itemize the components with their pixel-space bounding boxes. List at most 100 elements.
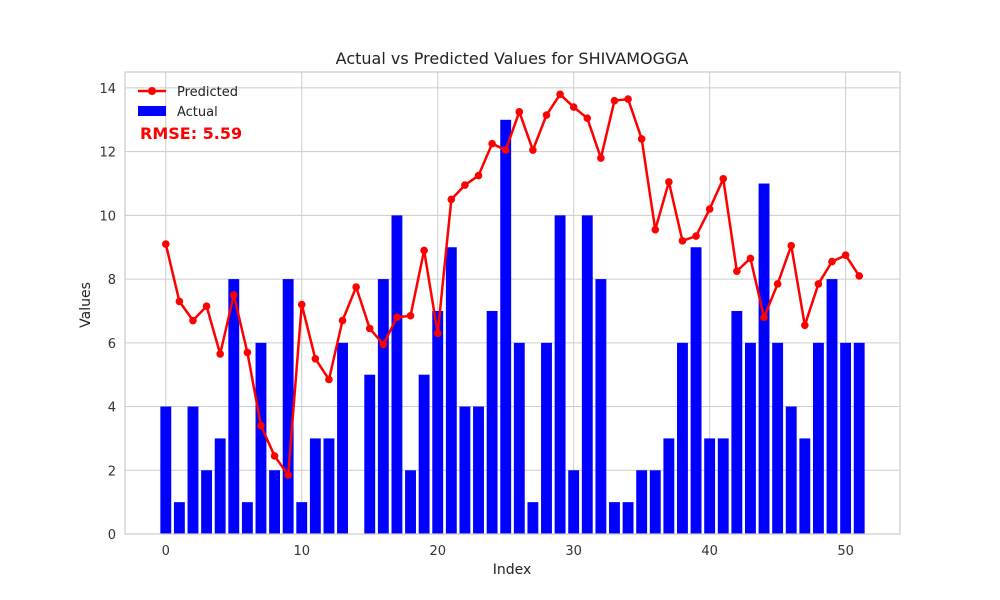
predicted-point (474, 171, 483, 180)
predicted-point (583, 114, 592, 122)
predicted-point (297, 300, 306, 309)
predicted-point (705, 205, 714, 213)
actual-bar (568, 470, 580, 534)
actual-bar (405, 470, 416, 534)
predicted-point (175, 297, 184, 306)
predicted-point (855, 272, 864, 280)
predicted-point (692, 232, 700, 240)
predicted-point (801, 321, 809, 330)
chart-title: Actual vs Predicted Values for SHIVAMOGG… (336, 49, 689, 68)
predicted-point (420, 246, 428, 255)
predicted-point (189, 316, 197, 325)
actual-bar (486, 310, 498, 534)
actual-bar (377, 279, 389, 534)
actual-bar (432, 310, 444, 534)
actual-bar (853, 342, 865, 534)
actual-bar (473, 406, 484, 534)
y-tick-label: 14 (99, 82, 116, 97)
actual-bar (541, 342, 552, 534)
x-tick-label: 10 (293, 544, 310, 559)
actual-bar (840, 342, 852, 534)
y-tick-label: 8 (108, 273, 116, 288)
predicted-point (773, 280, 782, 288)
actual-bar (187, 406, 199, 534)
actual-bar (527, 502, 539, 534)
x-tick-label: 50 (837, 544, 854, 559)
actual-bar (677, 342, 688, 534)
actual-bar (296, 502, 308, 534)
actual-bar (785, 406, 797, 534)
actual-bar (595, 279, 607, 534)
legend-actual-swatch (138, 106, 166, 116)
actual-bar (649, 470, 661, 534)
predicted-point (311, 354, 320, 363)
predicted-point (216, 350, 224, 358)
actual-bar (323, 438, 335, 534)
predicted-point (651, 225, 660, 234)
predicted-point (828, 257, 836, 266)
actual-bar (581, 215, 593, 534)
predicted-point (270, 452, 279, 460)
actual-bar (622, 502, 634, 534)
actual-bar (663, 438, 675, 534)
actual-bar (459, 406, 471, 534)
predicted-point (841, 251, 850, 260)
predicted-point (433, 329, 442, 338)
actual-bar (500, 119, 512, 535)
predicted-point (284, 471, 292, 479)
predicted-point (746, 254, 755, 263)
actual-bar (445, 247, 457, 534)
predicted-point (597, 154, 605, 162)
predicted-point (665, 178, 673, 186)
predicted-point (406, 311, 415, 320)
actual-bar (160, 406, 172, 534)
predicted-point (542, 111, 551, 119)
predicted-point (569, 103, 578, 111)
predicted-point (202, 302, 211, 310)
predicted-point (637, 135, 646, 143)
x-tick-label: 30 (565, 544, 582, 559)
predicted-point (365, 324, 374, 333)
actual-bar (309, 438, 321, 534)
predicted-point (161, 240, 170, 248)
actual-bar (337, 342, 348, 534)
legend: Predicted Actual (138, 85, 238, 120)
predicted-line (161, 90, 864, 479)
actual-bar (214, 438, 226, 534)
actual-bar (609, 502, 620, 534)
predicted-point (488, 139, 496, 148)
plot-border (124, 71, 901, 535)
x-tick-label: 40 (701, 544, 718, 559)
predicted-point (229, 291, 238, 299)
predicted-point (515, 108, 524, 116)
actual-bar (554, 215, 566, 534)
y-axis-label: Values (78, 282, 94, 328)
y-tick-label: 10 (99, 209, 116, 224)
predicted-point (787, 241, 796, 250)
actual-bar (690, 247, 702, 534)
rmse-annotation: RMSE: 5.59 (140, 124, 242, 143)
actual-bar (758, 183, 770, 534)
actual-bar (704, 438, 716, 534)
predicted-point (352, 283, 360, 291)
predicted-point (733, 267, 741, 275)
predicted-point (556, 90, 564, 99)
actual-bar (364, 374, 376, 534)
predicted-point (624, 95, 632, 103)
predicted-point (501, 146, 510, 154)
predicted-point (243, 348, 252, 357)
x-tick-label: 0 (162, 544, 170, 559)
y-tick-label: 4 (108, 401, 116, 416)
x-tick-label: 20 (429, 544, 446, 559)
actual-bar (812, 342, 824, 534)
actual-bar (745, 342, 756, 534)
actual-bar (799, 438, 811, 534)
tick-labels: 0 10 20 30 40 50 0 2 4 6 8 10 12 14 (99, 82, 853, 559)
predicted-point (814, 280, 823, 288)
predicted-point (338, 316, 347, 325)
actual-bar (772, 342, 784, 534)
predicted-point (257, 421, 265, 430)
predicted-point (379, 340, 388, 349)
legend-actual-label: Actual (177, 105, 218, 120)
